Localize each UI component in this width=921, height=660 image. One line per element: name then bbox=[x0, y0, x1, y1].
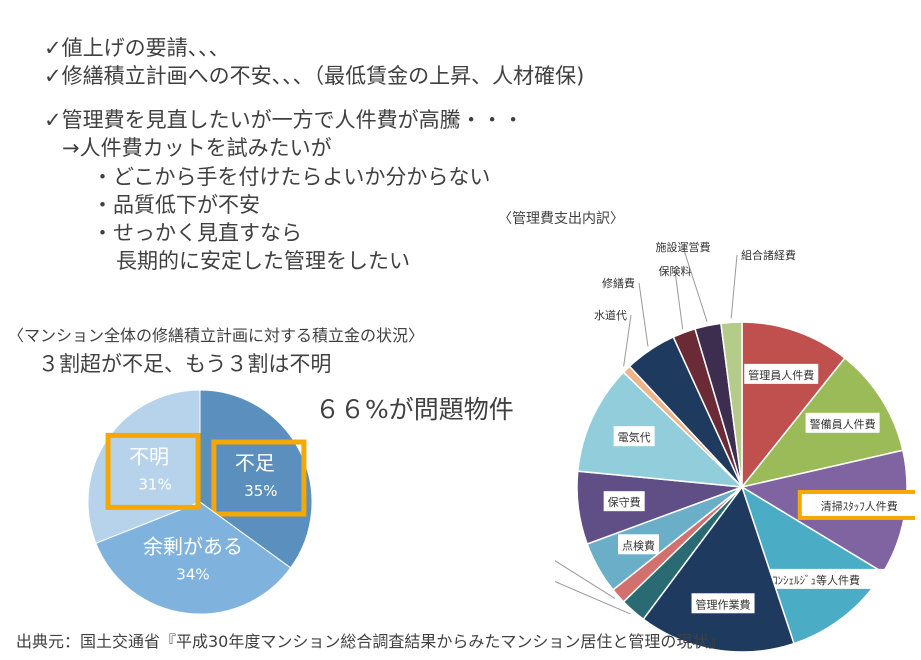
left-pie-percent-label: 34% bbox=[176, 566, 209, 584]
right-pie-category-label: 施設運営費 bbox=[656, 240, 711, 254]
bullet-long-term: 長期的に安定した管理をしたい bbox=[116, 249, 410, 273]
right-pie-leader-line bbox=[555, 581, 631, 615]
right-pie-label-bg bbox=[617, 534, 659, 555]
left-pie-category-label: 余剰がある bbox=[143, 535, 243, 559]
right-pie-label-bg bbox=[603, 491, 645, 512]
left-chart-callout: ６６%が問題物件 bbox=[315, 395, 514, 424]
bullet-where-start: ・どこから手を付けたらよいか分からない bbox=[92, 165, 491, 189]
bullet-management-fee: ✓管理費を見直したいが一方で人件費が高騰・・・ bbox=[44, 108, 524, 132]
right-pie-leader-line bbox=[730, 254, 738, 319]
left-pie-category-label: 不足 bbox=[235, 451, 275, 475]
right-pie-category-label: 電気代 bbox=[618, 430, 651, 444]
left-chart-caption: 〈マンション全体の修繕積立計画に対する積立金の状況〉 bbox=[8, 326, 425, 345]
right-pie-category-label: ｺﾝｼｪﾙｼﾞｭ等人件費 bbox=[772, 573, 860, 587]
bullet-quality: ・品質低下が不安 bbox=[92, 193, 260, 217]
right-pie-label-bg bbox=[613, 426, 655, 447]
right-pie-label-bg bbox=[746, 568, 887, 589]
right-pie-label-bg bbox=[744, 363, 819, 384]
left-chart-summary: ３割超が不足、もう３割は不明 bbox=[38, 352, 332, 376]
left-pie-percent-label: 31% bbox=[138, 475, 171, 493]
right-pie-leader-line bbox=[674, 270, 684, 329]
right-pie-slice-9 bbox=[576, 371, 745, 488]
right-pie-highlight-box bbox=[797, 489, 915, 520]
right-pie-category-label: 保守費 bbox=[608, 495, 641, 509]
right-pie-category-label: 保険料 bbox=[659, 264, 692, 278]
right-chart-caption: 〈管理費支出内訳〉 bbox=[498, 211, 624, 227]
bullet-repair-plan: ✓修繕積立計画への不安、、、（最低賃金の上昇、人材確保) bbox=[44, 64, 585, 88]
bullet-review: ・せっかく見直すなら bbox=[92, 221, 302, 245]
right-pie-slice-14 bbox=[720, 321, 743, 488]
left-pie-slice-1 bbox=[95, 501, 292, 615]
right-pie-chart: 管理員人件費警備員人件費清掃ｽﾀｯﾌ人件費ｺﾝｼｪﾙｼﾞｭ等人件費管理作業費その… bbox=[555, 240, 915, 653]
bullet-cut-costs: →人件費カットを試みたいが bbox=[62, 136, 332, 160]
right-pie-leader-line bbox=[682, 246, 708, 322]
right-pie-label-bg bbox=[691, 593, 755, 614]
right-pie-slice-0 bbox=[741, 321, 846, 490]
left-pie-percent-label: 35% bbox=[244, 482, 277, 500]
right-pie-category-label: 管理作業費 bbox=[696, 597, 751, 611]
left-pie-highlight-box bbox=[105, 432, 201, 510]
source-footer: 出典元：国土交通省『平成30年度マンション総合調査結果からみたマンション居住と管… bbox=[16, 632, 725, 651]
right-pie-category-label: 組合諸経費 bbox=[741, 248, 796, 262]
left-pie-category-label: 不明 bbox=[129, 444, 169, 468]
right-pie-leader-line bbox=[623, 314, 632, 367]
left-pie-highlight-box bbox=[211, 439, 307, 517]
right-pie-category-label: 修繕費 bbox=[602, 276, 635, 290]
right-pie-label-bg bbox=[805, 412, 880, 433]
right-pie-category-label: 水道代 bbox=[594, 308, 627, 322]
right-pie-category-label: 清掃ｽﾀｯﾌ人件費 bbox=[821, 499, 898, 513]
left-pie-chart: 不足 35% 余剰がある 34% 不明 31% bbox=[87, 389, 313, 615]
left-pie-slice-0 bbox=[199, 389, 313, 569]
right-pie-category-label: 管理員人件費 bbox=[748, 368, 814, 382]
right-pie-category-label: 点検費 bbox=[622, 538, 655, 552]
right-pie-leader-line bbox=[638, 282, 649, 347]
right-pie-leader-line bbox=[555, 560, 616, 600]
right-pie-category-label: 警備員人件費 bbox=[810, 417, 876, 431]
right-pie-slice-4 bbox=[642, 485, 795, 653]
bullet-price-increase: ✓値上げの要請、、、 bbox=[44, 36, 230, 60]
